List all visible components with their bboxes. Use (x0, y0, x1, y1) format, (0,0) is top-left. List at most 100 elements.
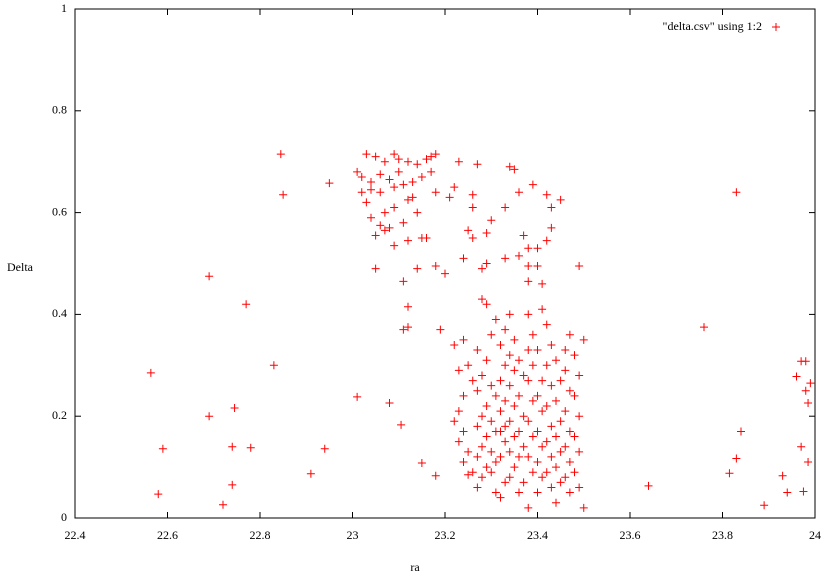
point (459, 335, 468, 344)
point (579, 335, 588, 344)
point (505, 417, 514, 426)
point (547, 452, 556, 461)
point (561, 407, 570, 416)
point (320, 444, 329, 453)
point (501, 478, 510, 487)
point (357, 172, 366, 181)
point (737, 427, 745, 436)
point (459, 254, 468, 263)
point (269, 361, 278, 370)
point (404, 195, 412, 204)
point (473, 386, 482, 395)
point (524, 277, 533, 286)
point (397, 420, 406, 429)
point (547, 223, 556, 232)
point (491, 488, 500, 497)
point (524, 244, 533, 253)
point (478, 264, 486, 273)
point (538, 407, 547, 416)
point (519, 442, 528, 451)
point (799, 487, 808, 496)
point (547, 340, 556, 349)
point (565, 488, 574, 497)
legend-label: "delta.csv" using 1:2 (663, 19, 762, 33)
point (464, 226, 473, 235)
point (478, 412, 486, 421)
point (496, 452, 505, 461)
point (801, 357, 810, 366)
point (501, 325, 510, 334)
point (515, 391, 523, 400)
point (505, 162, 514, 171)
point (473, 452, 482, 461)
point (482, 463, 491, 472)
point (325, 179, 334, 188)
point (219, 500, 227, 509)
point (552, 463, 560, 472)
point (528, 396, 537, 405)
point (552, 396, 560, 405)
point (482, 300, 491, 309)
point (565, 458, 574, 467)
point (542, 437, 551, 446)
point (413, 160, 422, 169)
point (528, 330, 537, 339)
point (547, 483, 556, 492)
point (547, 422, 556, 431)
point (367, 213, 375, 222)
point (154, 490, 163, 499)
point (556, 195, 565, 204)
point (450, 183, 459, 192)
point (552, 432, 560, 441)
point (565, 330, 574, 339)
point (371, 231, 380, 240)
point (575, 447, 584, 456)
point (496, 407, 505, 416)
point (496, 376, 505, 385)
point (732, 188, 741, 197)
point (371, 264, 380, 273)
point (482, 402, 491, 411)
point (496, 493, 505, 502)
point (228, 480, 237, 489)
point (404, 323, 412, 332)
point (575, 371, 584, 380)
point (380, 208, 389, 217)
point (565, 386, 574, 395)
point (575, 483, 584, 492)
point (570, 432, 579, 441)
point (385, 175, 394, 184)
point (515, 452, 523, 461)
point (205, 412, 214, 421)
point (552, 498, 560, 507)
point (441, 269, 449, 278)
point (473, 422, 482, 431)
point (556, 478, 565, 487)
point (528, 432, 537, 441)
y-tick-label: 1 (61, 1, 67, 15)
point (561, 366, 570, 375)
point (804, 458, 813, 467)
point (390, 241, 399, 250)
point (276, 150, 285, 159)
point (228, 442, 237, 451)
point (510, 366, 519, 375)
point (505, 351, 514, 360)
point (519, 412, 528, 421)
point (547, 203, 556, 212)
point (473, 160, 482, 169)
point (533, 458, 542, 467)
point (542, 236, 551, 245)
x-tick-label: 23.4 (527, 528, 548, 542)
point (538, 473, 547, 482)
point (408, 193, 417, 202)
y-axis-label: Delta (7, 260, 34, 274)
x-tick-label: 24 (809, 528, 821, 542)
point (205, 272, 214, 281)
point (579, 503, 588, 512)
point (367, 185, 375, 194)
point (510, 463, 519, 472)
point (390, 203, 399, 212)
point (519, 231, 528, 240)
point (515, 427, 523, 436)
